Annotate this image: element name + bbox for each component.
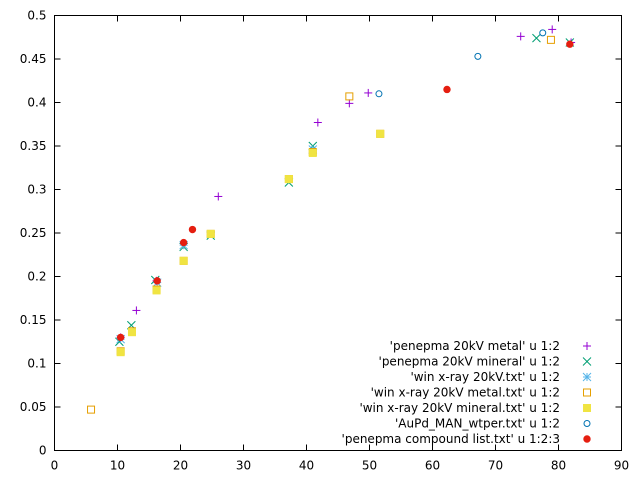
x-tick-label: 70 bbox=[488, 459, 503, 473]
legend-label: 'AuPd_MAN_wtper.txt' u 1:2 bbox=[395, 417, 560, 431]
data-point-series-1 bbox=[345, 99, 354, 108]
legend-marker bbox=[583, 420, 591, 427]
legend-marker bbox=[582, 357, 592, 366]
data-point-series-5 bbox=[308, 148, 317, 157]
data-point-series-7 bbox=[153, 277, 161, 285]
legend-marker bbox=[583, 388, 591, 397]
data-point-series-7 bbox=[179, 238, 188, 247]
data-point-series-7 bbox=[443, 85, 451, 94]
y-tick-label: 0.2 bbox=[27, 270, 46, 284]
data-point-series-5 bbox=[116, 348, 125, 357]
x-tick-label: 20 bbox=[173, 459, 188, 473]
legend-label: 'win x-ray 20kV.txt' u 1:2 bbox=[410, 370, 560, 384]
data-point-series-4 bbox=[87, 405, 96, 414]
legend-label: 'penepma 20kV metal' u 1:2 bbox=[390, 339, 560, 353]
x-tick-label: 0 bbox=[51, 459, 59, 473]
data-point-series-4 bbox=[546, 35, 555, 44]
x-tick-label: 90 bbox=[614, 459, 629, 473]
x-tick-label: 10 bbox=[110, 459, 125, 473]
y-tick-label: 0.35 bbox=[20, 139, 47, 153]
legend-marker bbox=[583, 435, 591, 443]
y-tick-label: 0 bbox=[39, 444, 47, 458]
data-point-series-1 bbox=[364, 88, 373, 97]
data-point-series-4 bbox=[345, 92, 354, 101]
data-point-series-1 bbox=[516, 32, 525, 41]
legend-marker bbox=[582, 372, 592, 382]
data-point-series-6 bbox=[539, 29, 547, 37]
data-points bbox=[87, 25, 576, 414]
legend-marker bbox=[583, 404, 591, 412]
data-point-series-5 bbox=[206, 229, 215, 238]
legend-label: 'win x-ray 20kV mineral.txt' u 1:2 bbox=[359, 401, 560, 415]
legend: 'penepma 20kV metal' u 1:2 'penepma 20kV … bbox=[342, 339, 592, 446]
data-point-series-2 bbox=[532, 33, 541, 43]
x-tick-label: 80 bbox=[551, 459, 566, 473]
data-point-series-5 bbox=[179, 256, 188, 265]
data-point-series-7 bbox=[116, 333, 125, 342]
legend-label: 'win x-ray 20kV metal.txt' u 1:2 bbox=[371, 386, 560, 400]
legend-label: 'penepma compound list.txt' u 1:2:3 bbox=[342, 432, 560, 446]
data-point-series-5 bbox=[376, 129, 385, 138]
y-tick-label: 0.05 bbox=[20, 400, 47, 414]
axis-ticks bbox=[54, 15, 622, 451]
data-point-series-7 bbox=[566, 40, 574, 48]
y-tick-label: 0.5 bbox=[27, 9, 46, 23]
x-tick-label: 30 bbox=[236, 459, 251, 473]
axis-tick-labels: 0 10 20 30 40 50 60 70 80 90 0 0.05 0.1 0.15 0.2 0.25 0.… bbox=[20, 9, 629, 473]
x-tick-label: 50 bbox=[362, 459, 377, 473]
x-tick-label: 60 bbox=[425, 459, 440, 473]
y-tick-label: 0.4 bbox=[27, 96, 46, 110]
legend-label: 'penepma 20kV mineral' u 1:2 bbox=[379, 355, 560, 369]
y-tick-label: 0.3 bbox=[27, 183, 46, 197]
data-point-series-1 bbox=[548, 25, 557, 34]
y-tick-label: 0.1 bbox=[27, 357, 46, 371]
data-point-series-5 bbox=[152, 286, 161, 295]
x-tick-label: 40 bbox=[299, 459, 314, 473]
y-tick-label: 0.15 bbox=[20, 313, 47, 327]
data-point-series-1 bbox=[313, 118, 322, 127]
data-point-series-5 bbox=[127, 328, 136, 337]
legend-marker bbox=[583, 342, 591, 350]
y-tick-label: 0.45 bbox=[20, 52, 47, 66]
data-point-series-1 bbox=[214, 192, 223, 201]
data-point-series-7 bbox=[188, 225, 197, 234]
data-point-series-6 bbox=[375, 90, 383, 98]
data-point-series-1 bbox=[132, 306, 141, 315]
data-point-series-5 bbox=[284, 175, 293, 184]
y-tick-label: 0.25 bbox=[20, 226, 47, 240]
data-point-series-6 bbox=[474, 52, 482, 60]
